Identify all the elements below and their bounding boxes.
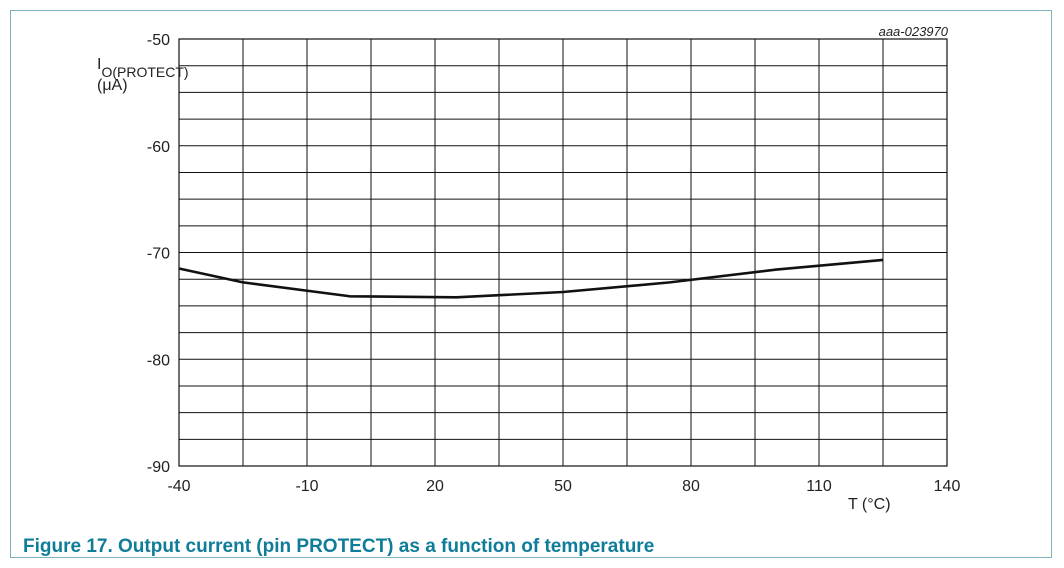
x-tick-label: 50	[554, 478, 572, 495]
figure-frame: -40 -10 20 50 80 110 140 -90 -80 -70 -60 -50 aaa-02…	[10, 10, 1052, 558]
x-tick-label: -10	[295, 478, 318, 495]
plot-area-border	[178, 38, 948, 467]
y-tick-label: -90	[147, 459, 170, 476]
y-axis-label-main: I	[97, 56, 101, 73]
x-axis-label: T (°C)	[848, 496, 891, 513]
x-tick-label: 110	[806, 478, 832, 495]
y-axis-label-sub: O(PROTECT)	[101, 64, 188, 80]
figure-id-note: aaa-023970	[879, 24, 949, 39]
series-layer	[178, 258, 884, 299]
series-line	[178, 258, 884, 299]
figure-caption: Figure 17. Output current (pin PROTECT) …	[23, 536, 655, 557]
y-tick-label: -80	[147, 352, 170, 369]
x-tick-label: 80	[682, 478, 700, 495]
grid	[178, 38, 948, 467]
x-tick-label: -40	[167, 478, 190, 495]
y-tick-label: -50	[147, 32, 170, 49]
y-tick-label: -70	[147, 246, 170, 263]
y-axis-unit: (μA)	[97, 77, 128, 94]
x-tick-label: 140	[934, 478, 961, 495]
line-chart: -40 -10 20 50 80 110 140 -90 -80 -70 -60 -50 aaa-02…	[97, 24, 961, 513]
x-tick-label: 20	[426, 478, 444, 495]
tick-labels: -40 -10 20 50 80 110 140 -90 -80 -70 -60 -50	[147, 32, 961, 495]
y-tick-label: -60	[147, 139, 170, 156]
y-axis-label: IO(PROTECT)	[97, 56, 189, 80]
